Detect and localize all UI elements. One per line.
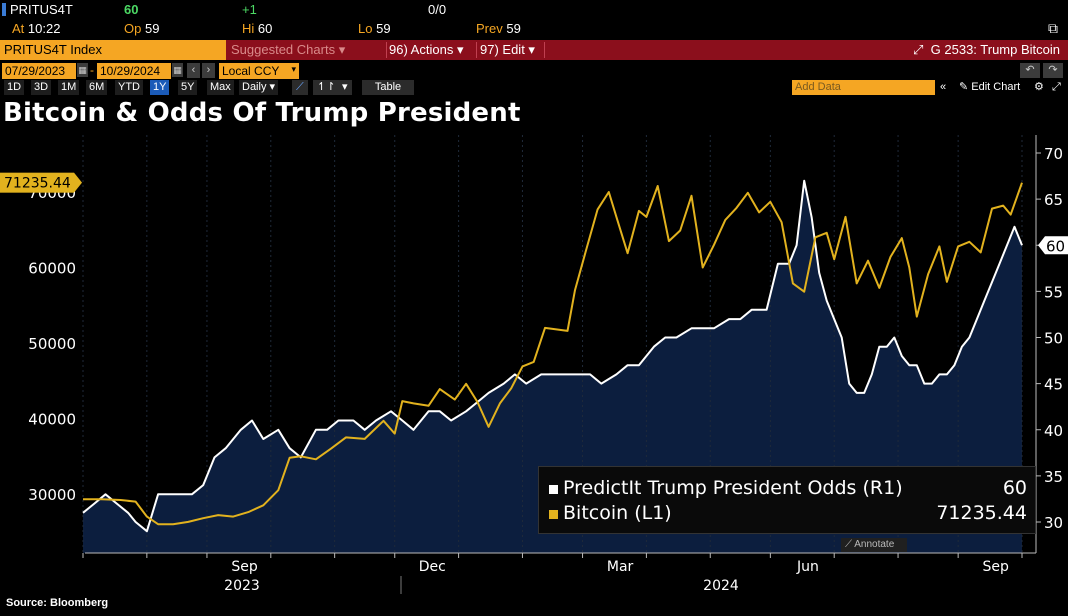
- period-1d[interactable]: 1D: [4, 80, 25, 95]
- legend-label: PredictIt Trump President Odds (R1): [563, 477, 903, 499]
- annotate-button[interactable]: ⟋ Annotate: [841, 538, 907, 552]
- x-axis-label: Sep: [983, 559, 1010, 575]
- chart-legend[interactable]: PredictIt Trump President Odds (R1) 60 B…: [538, 466, 1036, 534]
- table-button[interactable]: Table: [362, 80, 414, 95]
- right-axis-label: 55: [1044, 283, 1063, 301]
- suggested-charts-menu[interactable]: Suggested Charts ▾: [231, 42, 346, 57]
- divider: [386, 42, 387, 58]
- security-marker: [2, 3, 6, 16]
- quote-ticker: PRITUS4T: [10, 2, 73, 17]
- settings-icon[interactable]: ⚙: [1034, 81, 1044, 93]
- date-separator: -: [90, 63, 94, 77]
- right-axis-label: 35: [1044, 468, 1063, 486]
- x-axis-label: Sep: [231, 559, 258, 575]
- period-3d[interactable]: 3D: [31, 80, 52, 95]
- period-5y[interactable]: 5Y: [178, 80, 198, 95]
- right-axis-label: 30: [1044, 514, 1063, 532]
- right-axis-label: 45: [1044, 376, 1063, 394]
- legend-value: 71235.44: [936, 502, 1027, 524]
- left-axis-label: 30000: [28, 486, 76, 504]
- quote-at: At 10:22: [12, 21, 61, 36]
- left-axis-label: 40000: [28, 411, 76, 429]
- divider: [476, 42, 477, 58]
- badge-pointer: [74, 172, 82, 193]
- legend-item-bitcoin: Bitcoin (L1) 71235.44: [549, 502, 1029, 528]
- quote-strip: PRITUS4T 60 +1 0/0 At 10:22 Op 59 Hi 60 …: [0, 0, 1068, 40]
- right-axis-label: 70: [1044, 145, 1063, 163]
- period-1y[interactable]: 1Y: [150, 80, 170, 95]
- source-note: Source: Bloomberg: [6, 597, 109, 609]
- left-axis-label: 60000: [28, 260, 76, 278]
- last-value-badge-left: [0, 172, 74, 193]
- add-data-input[interactable]: Add Data: [792, 80, 935, 95]
- left-axis-label: 50000: [28, 335, 76, 353]
- expand-icon[interactable]: ⤢: [1052, 81, 1061, 93]
- undo-icon[interactable]: ↶: [1020, 63, 1040, 78]
- calendar-icon[interactable]: ▦: [172, 63, 183, 77]
- x-axis-year: 2024: [703, 578, 739, 594]
- last-value-left: 71235.44: [4, 176, 71, 192]
- chart-type-icon[interactable]: ↿↾: [313, 80, 340, 95]
- quote-high: Hi 60: [242, 21, 273, 36]
- x-axis-label: Jun: [796, 559, 819, 575]
- command-bar: PRITUS4T Index Suggested Charts ▾ 96) Ac…: [0, 40, 1068, 60]
- open-external-icon: ⤢: [913, 42, 924, 57]
- x-axis-year: 2023: [224, 578, 260, 594]
- quote-size: 0/0: [428, 2, 447, 17]
- prev-period-icon[interactable]: ‹: [187, 63, 200, 78]
- period-1m[interactable]: 1M: [58, 80, 80, 95]
- divider: [544, 42, 545, 58]
- window-popout-icon[interactable]: ⧉: [1048, 20, 1058, 36]
- right-axis-label: 50: [1044, 330, 1063, 348]
- edit-chart-button[interactable]: ✎ Edit Chart: [959, 81, 1021, 93]
- odds-area: [83, 180, 1022, 553]
- date-toolbar: 07/29/2023 ▦ - 10/29/2024 ▦ ‹ › Local CC…: [0, 62, 1068, 80]
- x-axis-label: Dec: [419, 559, 446, 575]
- quote-last: 60: [124, 2, 139, 17]
- calendar-icon[interactable]: ▦: [77, 63, 88, 77]
- last-value-right: 60: [1046, 237, 1065, 255]
- quote-low: Lo 59: [358, 21, 391, 36]
- series-line-odds: [82, 179, 1023, 533]
- legend-item-odds: PredictIt Trump President Odds (R1) 60: [549, 477, 1029, 503]
- frequency-select[interactable]: Daily ▾: [239, 80, 279, 95]
- legend-label: Bitcoin (L1): [563, 502, 672, 524]
- chart-options-icon[interactable]: ▾: [338, 80, 352, 95]
- chart-title: Bitcoin & Odds Of Trump President: [3, 98, 521, 128]
- period-6m[interactable]: 6M: [86, 80, 108, 95]
- next-period-icon[interactable]: ›: [202, 63, 215, 78]
- right-axis-label: 40: [1044, 422, 1063, 440]
- line-chart-icon[interactable]: ⟋: [292, 80, 308, 95]
- legend-swatch: [549, 485, 558, 494]
- quote-prev: Prev 59: [476, 21, 521, 36]
- chart-name[interactable]: ⤢ G 2533: Trump Bitcoin: [913, 42, 1060, 57]
- start-date-input[interactable]: 07/29/2023: [2, 63, 76, 79]
- legend-swatch: [549, 510, 558, 519]
- series-line-bitcoin: [83, 182, 1023, 526]
- period-ytd[interactable]: YTD: [115, 80, 143, 95]
- quote-change: +1: [242, 2, 257, 17]
- legend-value: 60: [1002, 477, 1027, 499]
- quote-open: Op 59: [124, 21, 160, 36]
- currency-select[interactable]: Local CCY ▾: [219, 63, 299, 79]
- redo-icon[interactable]: ↷: [1043, 63, 1063, 78]
- right-axis-label: 65: [1044, 191, 1063, 209]
- x-axis-label: Mar: [607, 559, 634, 575]
- end-date-input[interactable]: 10/29/2024: [97, 63, 171, 79]
- ticker-input[interactable]: PRITUS4T Index: [0, 40, 226, 60]
- edit-menu[interactable]: 97) Edit ▾: [480, 42, 535, 57]
- last-value-badge-right: [1038, 236, 1068, 255]
- period-max[interactable]: Max: [207, 80, 234, 95]
- actions-menu[interactable]: 96) Actions ▾: [389, 42, 464, 57]
- period-toolbar: 1D 3D 1M 6M YTD 1Y 5Y Max Daily ▾ ⟋ ↿↾ ▾…: [0, 80, 1068, 95]
- collapse-icon[interactable]: «: [940, 81, 947, 93]
